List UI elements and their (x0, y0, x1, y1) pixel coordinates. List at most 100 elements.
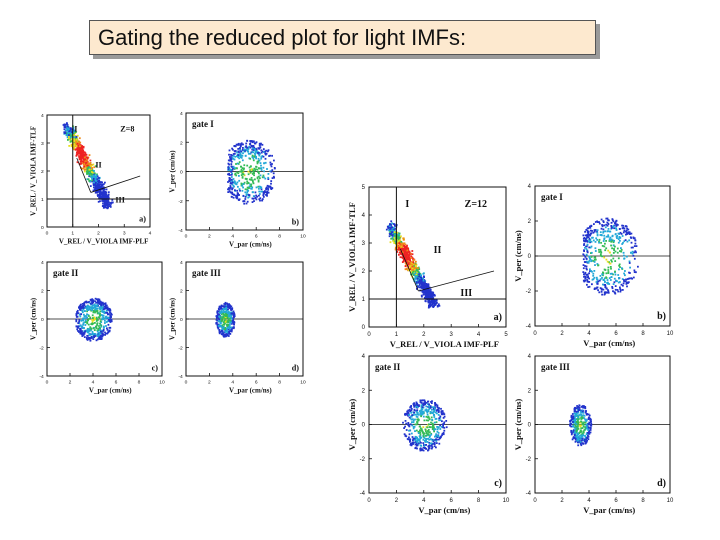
density-point (104, 303, 107, 306)
density-point (82, 306, 85, 309)
density-point (572, 425, 575, 428)
density-point (631, 250, 634, 253)
density-point (226, 334, 229, 337)
density-point (230, 170, 232, 173)
density-point (91, 314, 94, 317)
density-point (232, 148, 234, 151)
density-point (578, 432, 581, 434)
density-point (586, 413, 588, 415)
density-point (79, 147, 81, 150)
density-point (219, 306, 222, 309)
density-point (102, 308, 105, 310)
density-point (100, 329, 102, 332)
density-point (224, 333, 227, 336)
density-point (215, 322, 218, 324)
density-point (88, 174, 91, 177)
density-point (605, 276, 607, 279)
density-point (405, 263, 408, 266)
density-point (232, 153, 235, 155)
density-point (91, 180, 93, 183)
density-point (100, 321, 103, 324)
density-point (418, 273, 420, 276)
density-point (98, 195, 101, 197)
density-point (590, 251, 593, 254)
x-tick-label: 6 (614, 498, 618, 504)
density-point (388, 232, 391, 235)
density-point (103, 186, 105, 189)
density-point (82, 161, 85, 163)
density-point (584, 265, 586, 267)
density-point (429, 304, 431, 306)
density-point (223, 313, 225, 316)
density-point (594, 221, 597, 223)
density-point (589, 426, 592, 429)
density-point (419, 432, 422, 434)
density-point (78, 331, 80, 333)
density-point (410, 415, 413, 418)
density-point (73, 136, 75, 138)
density-point (263, 176, 265, 179)
density-point (407, 260, 409, 263)
density-point (431, 438, 434, 441)
density-point (222, 321, 225, 323)
density-point (247, 196, 250, 199)
density-point (66, 133, 69, 135)
density-point (588, 431, 590, 434)
density-point (422, 434, 425, 436)
density-point (97, 190, 100, 193)
density-point (596, 278, 598, 281)
density-point (430, 421, 432, 424)
density-point (63, 128, 66, 131)
density-point (93, 181, 95, 184)
density-point (419, 437, 421, 439)
density-point (272, 175, 275, 178)
density-point (79, 150, 82, 153)
density-point (241, 176, 244, 179)
density-point (257, 185, 260, 188)
density-point (253, 200, 255, 202)
density-point (574, 440, 577, 443)
density-point (66, 131, 69, 134)
density-point (607, 290, 610, 293)
density-point (238, 161, 241, 163)
density-point (236, 171, 239, 174)
density-point (236, 151, 238, 154)
density-point (405, 422, 408, 425)
density-point (582, 431, 585, 434)
density-point (420, 399, 423, 402)
density-point (75, 318, 78, 321)
density-point (251, 148, 254, 151)
density-point (259, 146, 262, 149)
density-point (235, 174, 238, 177)
density-point (244, 191, 247, 194)
density-point (576, 437, 578, 439)
density-point (252, 197, 255, 200)
density-point (224, 303, 227, 306)
density-point (252, 180, 254, 183)
density-point (399, 239, 402, 242)
density-point (584, 426, 587, 429)
density-point (266, 192, 268, 195)
density-point (403, 245, 406, 247)
density-point (90, 329, 92, 331)
density-point (225, 309, 228, 312)
density-point (585, 440, 587, 443)
density-point (412, 403, 415, 405)
density-point (255, 155, 257, 158)
density-point (416, 270, 419, 272)
density-point (435, 446, 437, 449)
density-point (609, 272, 612, 275)
density-point (78, 156, 81, 159)
density-point (221, 324, 223, 327)
density-point (238, 157, 241, 160)
density-point (105, 325, 107, 327)
density-point (398, 253, 400, 256)
density-point (579, 409, 581, 411)
density-point (589, 421, 592, 424)
density-point (584, 436, 587, 439)
density-point (262, 174, 265, 177)
density-point (622, 231, 625, 234)
density-point (628, 262, 631, 264)
density-point (425, 419, 428, 422)
density-point (258, 142, 261, 145)
